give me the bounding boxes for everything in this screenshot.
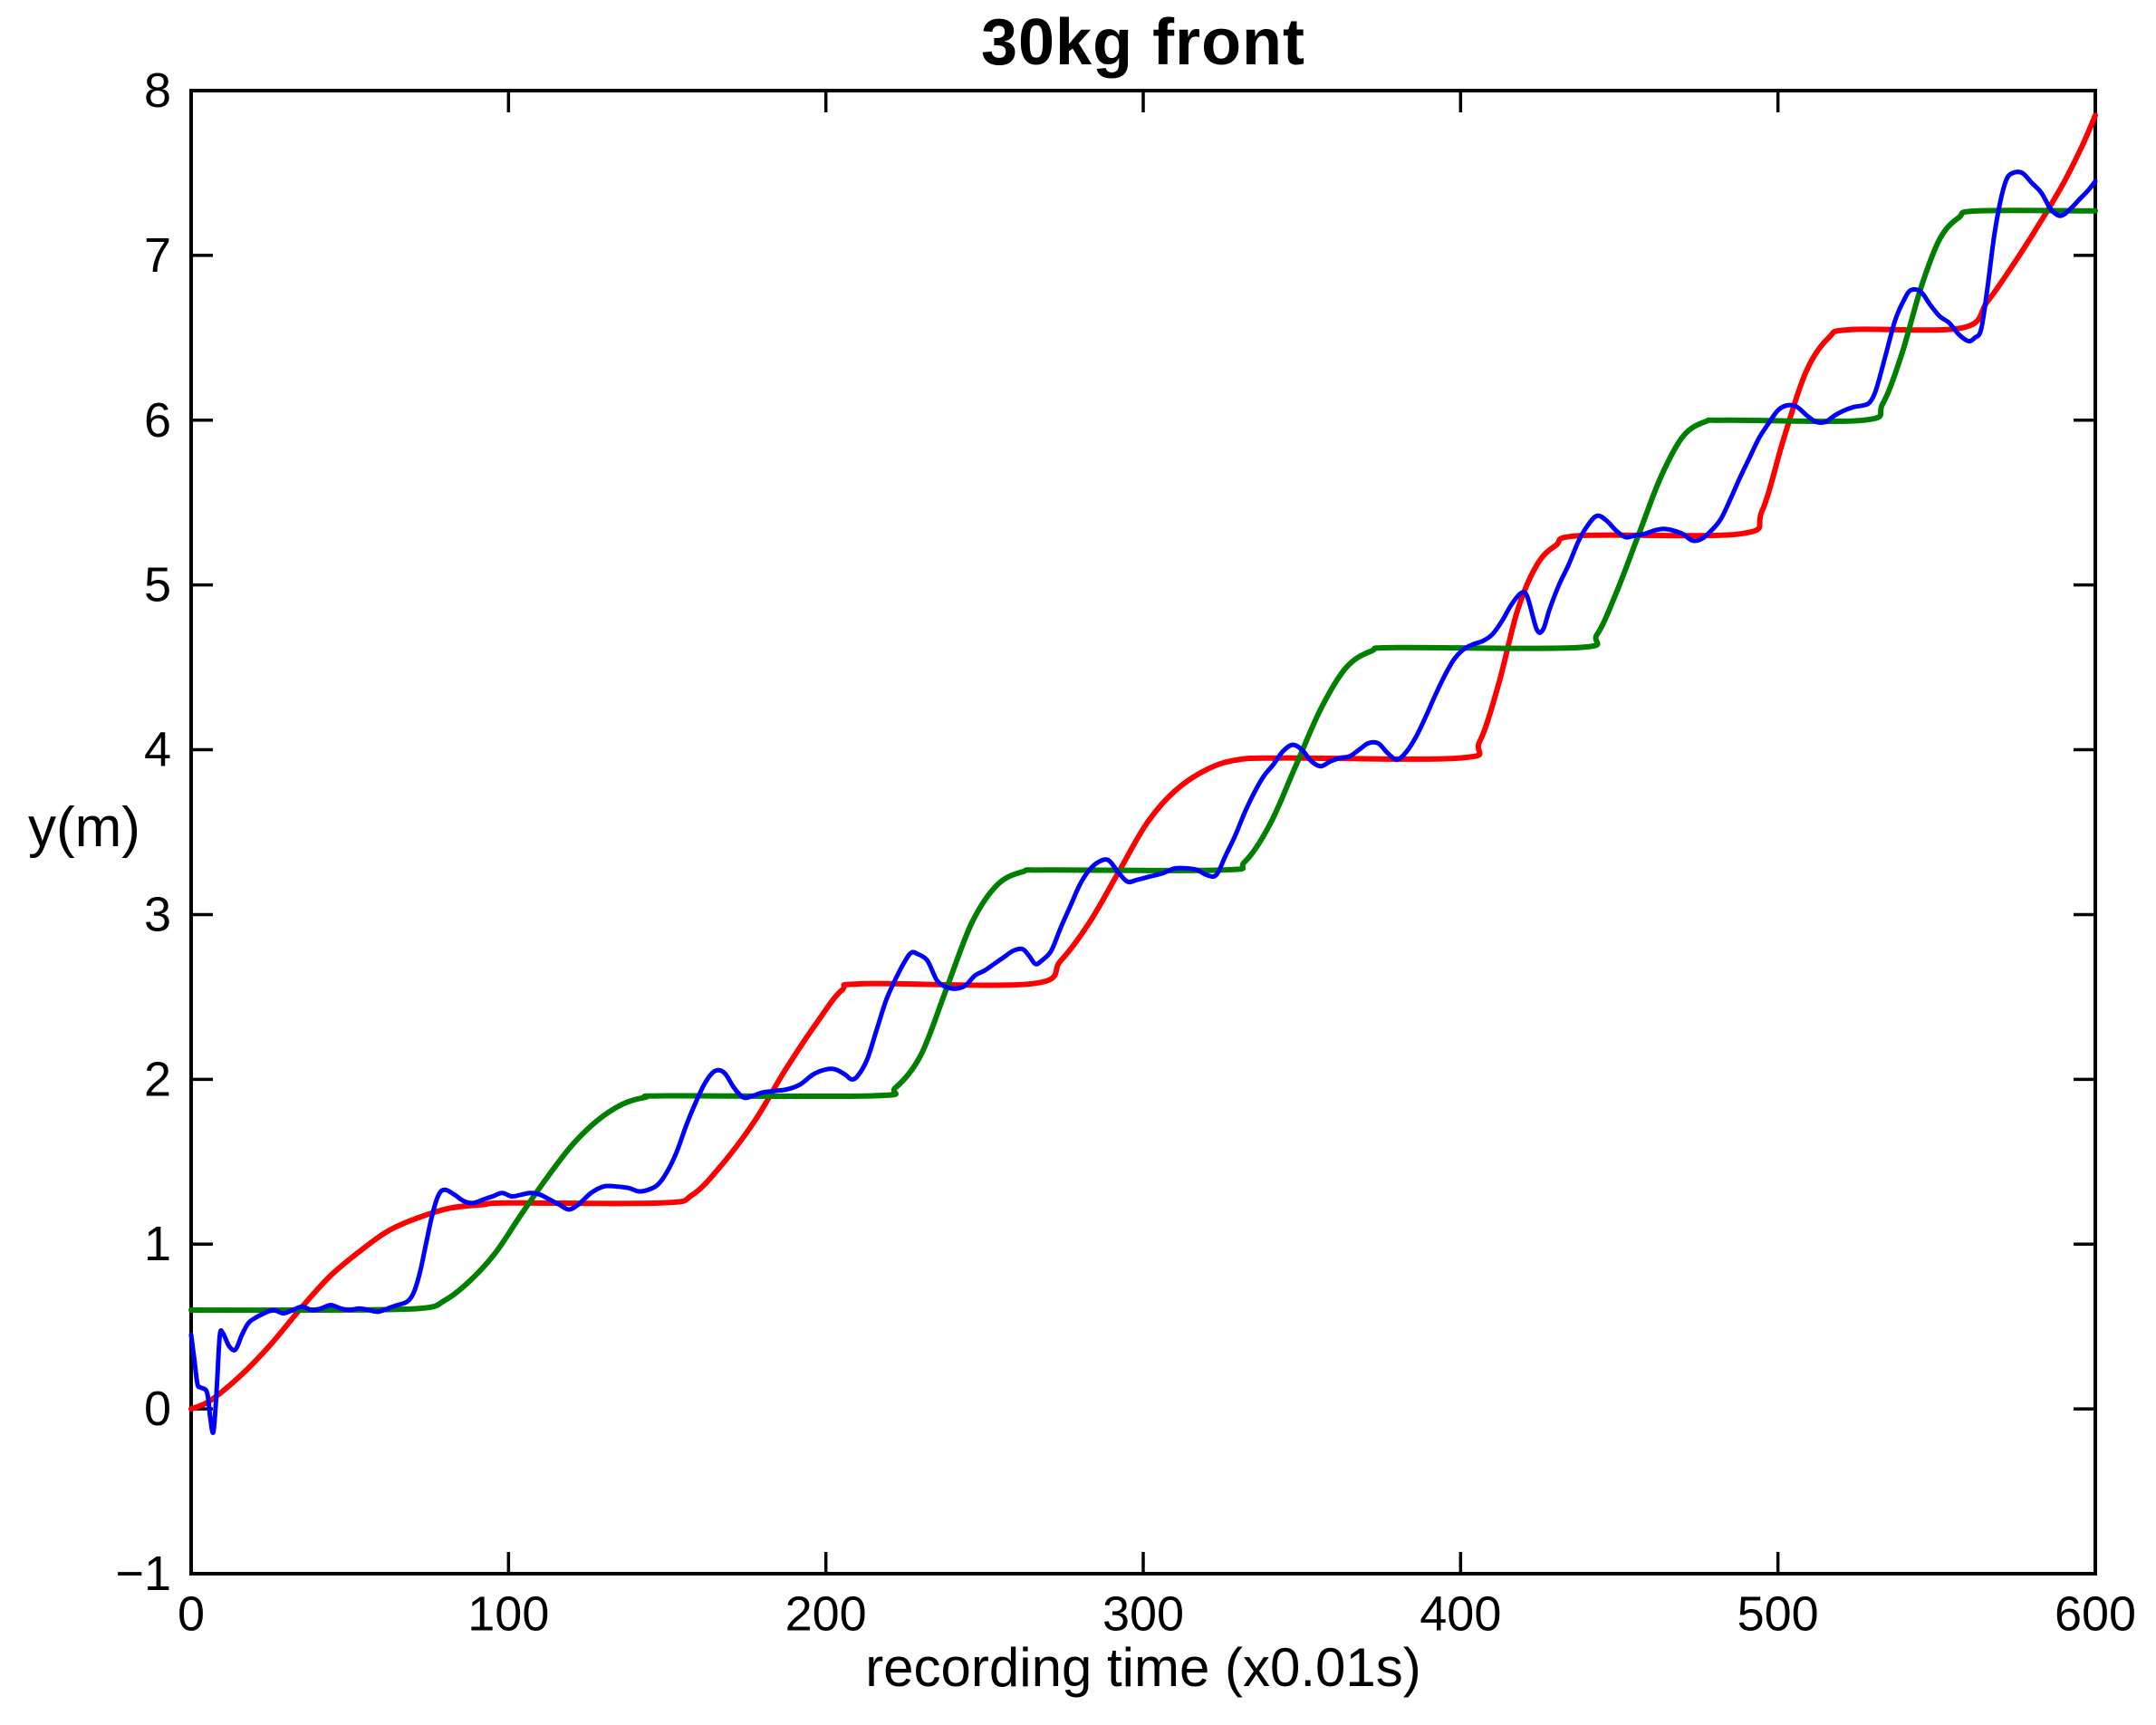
y-axis-label: y(m) — [28, 796, 140, 859]
series-blue-line — [188, 169, 2098, 1435]
x-tick-label: 300 — [1102, 1586, 1184, 1641]
y-tick-label: 3 — [144, 887, 171, 941]
y-tick-label: 4 — [144, 723, 171, 777]
chart-title: 30kg front — [980, 6, 1306, 79]
x-tick-label: 500 — [1737, 1586, 1819, 1641]
y-tick-label: −1 — [115, 1547, 171, 1601]
x-tick-label: 0 — [178, 1586, 205, 1641]
x-tick-label: 200 — [785, 1586, 867, 1641]
series-green-line — [188, 207, 2098, 1314]
y-tick-label: 0 — [144, 1382, 171, 1436]
y-tick-label: 8 — [144, 63, 171, 118]
x-tick-label: 600 — [2055, 1586, 2136, 1641]
y-tick-label: 7 — [144, 228, 171, 283]
x-tick-label: 400 — [1420, 1586, 1501, 1641]
y-tick-label: 2 — [144, 1052, 171, 1106]
series-red-line — [188, 112, 2098, 1412]
x-axis-label: recording time (x0.01s) — [865, 1637, 1421, 1698]
y-tick-label: 5 — [144, 558, 171, 612]
x-tick-label: 100 — [467, 1586, 549, 1641]
y-tick-label: 1 — [144, 1217, 171, 1271]
y-tick-label: 6 — [144, 393, 171, 448]
